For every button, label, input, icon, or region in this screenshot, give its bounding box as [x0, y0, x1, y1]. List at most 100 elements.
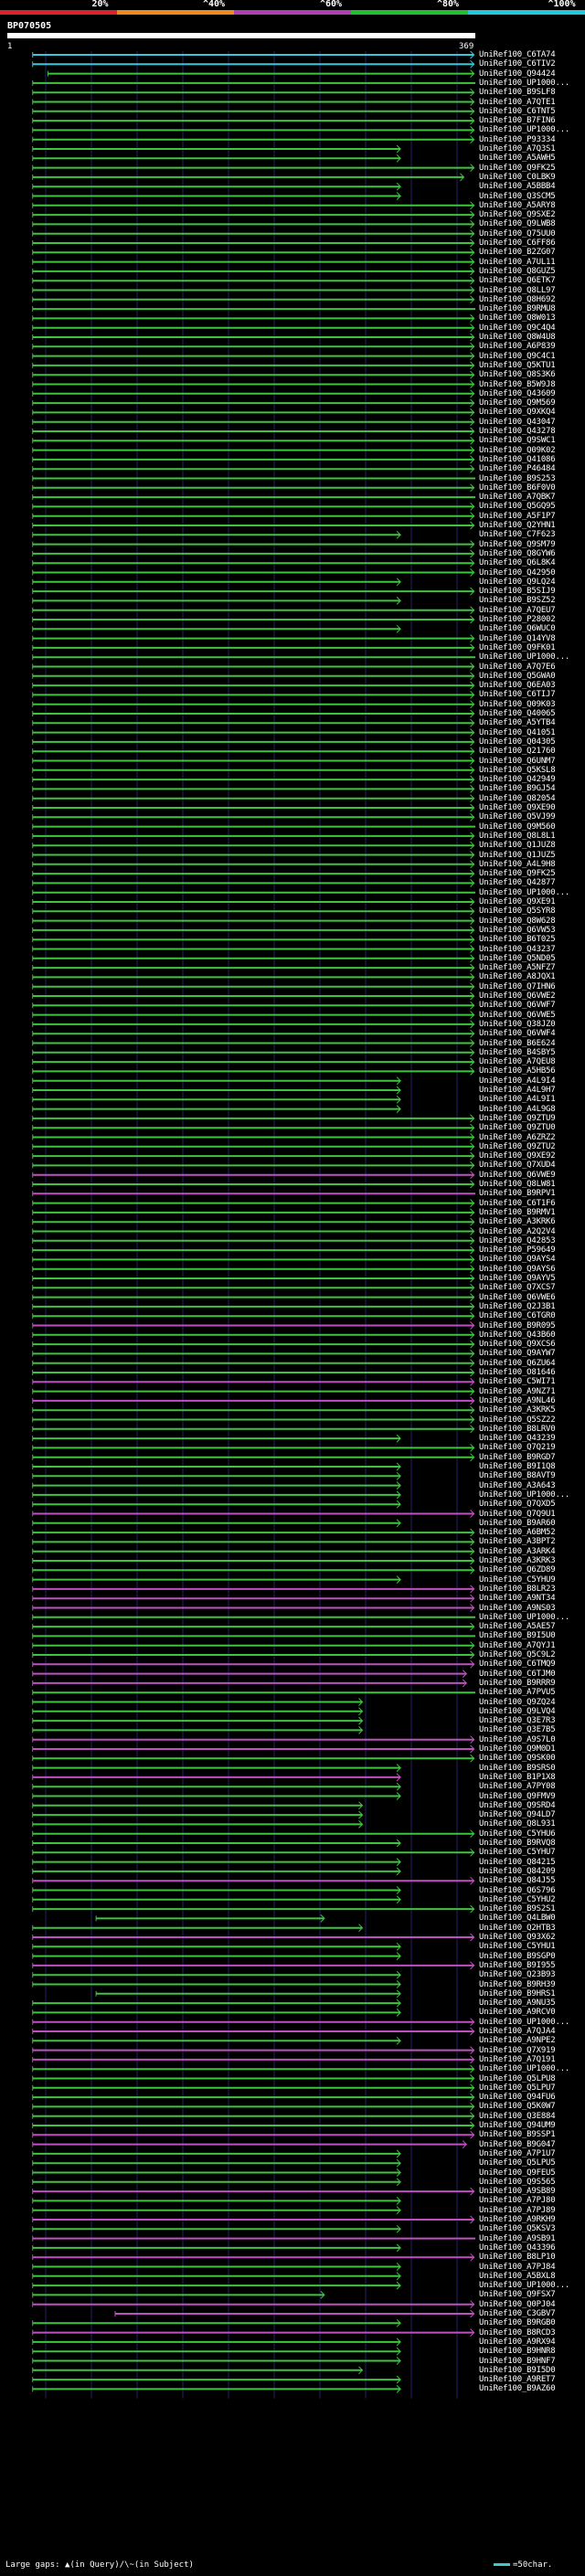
- hit-label-link[interactable]: UniRef100_B9I5D0: [479, 2365, 556, 2375]
- hit-label-link[interactable]: UniRef100_Q09K02: [479, 445, 556, 455]
- hit-label-link[interactable]: UniRef100_A9SB91: [479, 2233, 556, 2243]
- hit-label-link[interactable]: UniRef100_Q3E7B5: [479, 1725, 556, 1735]
- hit-label-link[interactable]: UniRef100_Q6S796: [479, 1885, 556, 1895]
- hit-label-link[interactable]: UniRef100_UP1000...: [479, 652, 570, 663]
- hit-label-link[interactable]: UniRef100_Q9SXE2: [479, 210, 556, 220]
- hit-label-link[interactable]: UniRef100_A5HB56: [479, 1066, 556, 1076]
- hit-label-link[interactable]: UniRef100_Q6WUC0: [479, 624, 556, 634]
- hit-label-link[interactable]: UniRef100_Q42950: [479, 567, 556, 578]
- hit-label-link[interactable]: UniRef100_Q8S3K6: [479, 370, 556, 380]
- hit-label-link[interactable]: UniRef100_Q8W628: [479, 916, 556, 926]
- hit-label-link[interactable]: UniRef100_Q2YHN1: [479, 521, 556, 530]
- hit-label-link[interactable]: UniRef100_A9NS03: [479, 1603, 556, 1613]
- hit-label-link[interactable]: UniRef100_A6BM52: [479, 1528, 556, 1538]
- hit-label-link[interactable]: UniRef100_B6T025: [479, 935, 556, 945]
- hit-label-link[interactable]: UniRef100_Q3E7R3: [479, 1716, 556, 1726]
- hit-label-link[interactable]: UniRef100_C7F623: [479, 530, 556, 540]
- hit-label-link[interactable]: UniRef100_C6TA74: [479, 50, 556, 59]
- hit-label-link[interactable]: UniRef100_Q6ZU64: [479, 1358, 556, 1368]
- hit-label-link[interactable]: UniRef100_Q8LL97: [479, 285, 556, 295]
- hit-label-link[interactable]: UniRef100_Q43278: [479, 427, 556, 436]
- hit-label-link[interactable]: UniRef100_Q9M560: [479, 822, 556, 832]
- hit-label-link[interactable]: UniRef100_C6TIV2: [479, 59, 556, 69]
- hit-label-link[interactable]: UniRef100_C3GBV7: [479, 2309, 556, 2318]
- hit-label-link[interactable]: UniRef100_B8AVT9: [479, 1471, 556, 1481]
- hit-label-link[interactable]: UniRef100_Q38JZ0: [479, 1019, 556, 1029]
- hit-label-link[interactable]: UniRef100_B9RH39: [479, 1979, 556, 1989]
- hit-label-link[interactable]: UniRef100_B9I5U0: [479, 1631, 556, 1641]
- hit-label-link[interactable]: UniRef100_Q7X919: [479, 2045, 556, 2055]
- hit-label-link[interactable]: UniRef100_Q43396: [479, 2242, 556, 2253]
- hit-label-link[interactable]: UniRef100_B6F0V0: [479, 482, 556, 493]
- hit-label-link[interactable]: UniRef100_Q9C4C1: [479, 351, 556, 361]
- hit-label-link[interactable]: UniRef100_Q75UU0: [479, 228, 556, 239]
- hit-label-link[interactable]: UniRef100_A7PY08: [479, 1782, 556, 1792]
- hit-label-link[interactable]: UniRef100_Q6VWE5: [479, 1010, 556, 1020]
- hit-label-link[interactable]: UniRef100_A3KRK5: [479, 1405, 556, 1415]
- hit-label-link[interactable]: UniRef100_UP1000...: [479, 78, 570, 88]
- hit-label-link[interactable]: UniRef100_UP1000...: [479, 2064, 570, 2074]
- hit-label-link[interactable]: UniRef100_A5YTB4: [479, 718, 556, 728]
- hit-label-link[interactable]: UniRef100_Q84215: [479, 1857, 556, 1867]
- hit-label-link[interactable]: UniRef100_A7P1U7: [479, 2148, 556, 2158]
- hit-label-link[interactable]: UniRef100_B9SSP1: [479, 2130, 556, 2140]
- hit-label-link[interactable]: UniRef100_A9NL46: [479, 1395, 556, 1405]
- hit-label-link[interactable]: UniRef100_Q9ZTU9: [479, 1113, 556, 1123]
- hit-label-link[interactable]: UniRef100_A7QEU8: [479, 1057, 556, 1067]
- hit-label-link[interactable]: UniRef100_Q6EA03: [479, 681, 556, 691]
- hit-label-link[interactable]: UniRef100_P93334: [479, 134, 556, 144]
- hit-label-link[interactable]: UniRef100_A4L9I4: [479, 1076, 556, 1086]
- hit-label-link[interactable]: UniRef100_P59649: [479, 1246, 556, 1256]
- hit-label-link[interactable]: UniRef100_C6FF86: [479, 239, 556, 248]
- hit-label-link[interactable]: UniRef100_B6E624: [479, 1038, 556, 1048]
- hit-label-link[interactable]: UniRef100_Q23B93: [479, 1970, 556, 1980]
- hit-label-link[interactable]: UniRef100_A9RX94: [479, 2337, 556, 2347]
- hit-label-link[interactable]: UniRef100_Q9M569: [479, 398, 556, 408]
- hit-label-link[interactable]: UniRef100_Q9FK25: [479, 163, 556, 173]
- hit-label-link[interactable]: UniRef100_A9RKH9: [479, 2215, 556, 2224]
- hit-label-link[interactable]: UniRef100_Q14YV8: [479, 633, 556, 643]
- hit-label-link[interactable]: UniRef100_B8LP10: [479, 2253, 556, 2263]
- hit-label-link[interactable]: UniRef100_C0LBK9: [479, 172, 556, 182]
- hit-label-link[interactable]: UniRef100_A9RCV0: [479, 2008, 556, 2018]
- hit-label-link[interactable]: UniRef100_P28002: [479, 615, 556, 624]
- hit-label-link[interactable]: UniRef100_Q9LVQ4: [479, 1706, 556, 1716]
- hit-label-link[interactable]: UniRef100_A4L9I1: [479, 1095, 556, 1105]
- hit-label-link[interactable]: UniRef100_Q5C9L2: [479, 1650, 556, 1659]
- hit-label-link[interactable]: UniRef100_A5BBB4: [479, 182, 556, 192]
- hit-label-link[interactable]: UniRef100_A7PJ80: [479, 2196, 556, 2206]
- hit-label-link[interactable]: UniRef100_Q5K0W7: [479, 2102, 556, 2112]
- hit-label-link[interactable]: UniRef100_Q8LW81: [479, 1180, 556, 1189]
- hit-label-link[interactable]: UniRef100_Q6VWE2: [479, 991, 556, 1001]
- hit-label-link[interactable]: UniRef100_C6TMQ9: [479, 1659, 556, 1670]
- hit-label-link[interactable]: UniRef100_B7FIN6: [479, 116, 556, 126]
- hit-label-link[interactable]: UniRef100_A3KRK3: [479, 1556, 556, 1565]
- hit-label-link[interactable]: UniRef100_Q94LD7: [479, 1810, 556, 1820]
- hit-label-link[interactable]: UniRef100_Q9XE92: [479, 1151, 556, 1161]
- hit-label-link[interactable]: UniRef100_B9AZ60: [479, 2384, 556, 2394]
- hit-label-link[interactable]: UniRef100_Q84209: [479, 1866, 556, 1876]
- hit-label-link[interactable]: UniRef100_Q6VWE9: [479, 1170, 556, 1180]
- hit-label-link[interactable]: UniRef100_C6T1F6: [479, 1198, 556, 1208]
- hit-label-link[interactable]: UniRef100_Q1JUZ5: [479, 850, 556, 860]
- hit-label-link[interactable]: UniRef100_A7Q3S1: [479, 144, 556, 154]
- hit-label-link[interactable]: UniRef100_Q3SCM5: [479, 191, 556, 201]
- hit-label-link[interactable]: UniRef100_UP1000...: [479, 1612, 570, 1622]
- hit-label-link[interactable]: UniRef100_A7QJA4: [479, 2027, 556, 2036]
- hit-label-link[interactable]: UniRef100_UP1000...: [479, 1489, 570, 1500]
- hit-label-link[interactable]: UniRef100_Q7Q9U1: [479, 1509, 556, 1519]
- hit-label-link[interactable]: UniRef100_B9I955: [479, 1960, 556, 1970]
- hit-label-link[interactable]: UniRef100_Q8W4U8: [479, 333, 556, 342]
- hit-label-link[interactable]: UniRef100_C5YHU2: [479, 1894, 556, 1904]
- hit-label-link[interactable]: UniRef100_A5AWH5: [479, 154, 556, 164]
- hit-label-link[interactable]: UniRef100_A5BXL8: [479, 2271, 556, 2281]
- hit-label-link[interactable]: UniRef100_A7QTE1: [479, 97, 556, 107]
- hit-label-link[interactable]: UniRef100_A9NPE2: [479, 2036, 556, 2046]
- hit-label-link[interactable]: UniRef100_A7Q7E6: [479, 662, 556, 672]
- hit-label-link[interactable]: UniRef100_A7PJ84: [479, 2262, 556, 2272]
- hit-label-link[interactable]: UniRef100_Q42853: [479, 1235, 556, 1246]
- hit-label-link[interactable]: UniRef100_Q43237: [479, 944, 556, 954]
- hit-label-link[interactable]: UniRef100_A8JQX1: [479, 972, 556, 982]
- hit-label-link[interactable]: UniRef100_A4L9H7: [479, 1086, 556, 1095]
- hit-label-link[interactable]: UniRef100_Q40065: [479, 709, 556, 718]
